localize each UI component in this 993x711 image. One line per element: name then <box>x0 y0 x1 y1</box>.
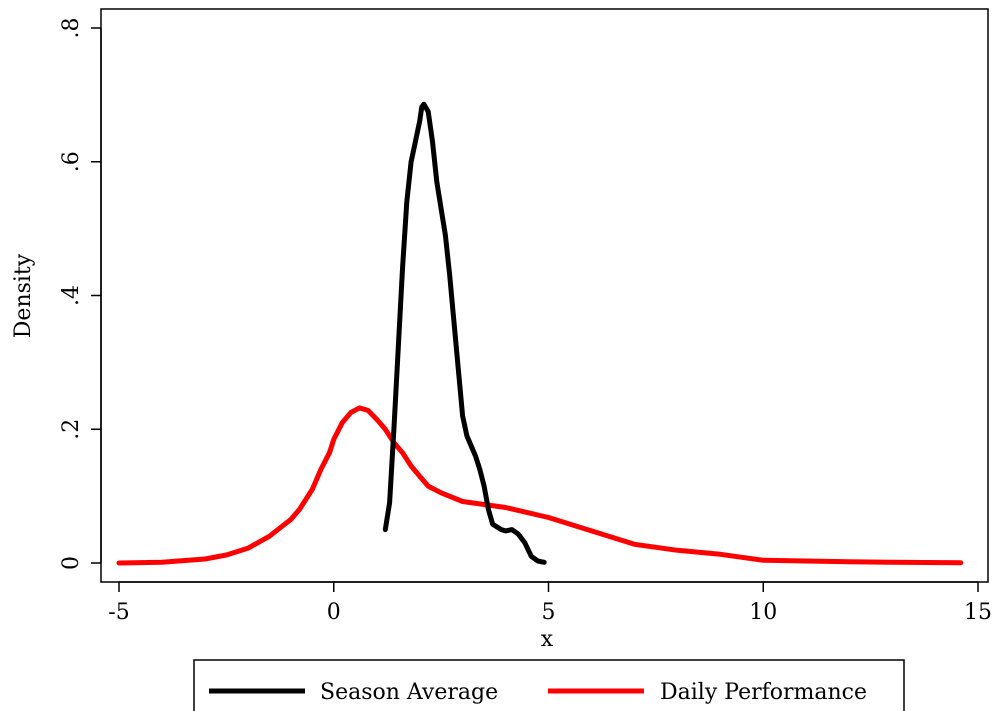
legend-label-daily-performance: Daily Performance <box>660 680 867 705</box>
x-tick-label: 5 <box>542 600 556 625</box>
y-axis-label: Density <box>11 253 36 338</box>
x-axis-label: x <box>541 627 554 652</box>
series-line-daily-performance <box>119 408 961 563</box>
y-ticks: 0 .2 .4 .6 .8 <box>59 18 101 571</box>
y-tick-label: .6 <box>59 151 84 172</box>
y-tick-label: .8 <box>59 18 84 39</box>
legend: Season Average Daily Performance <box>194 660 904 711</box>
x-ticks: -5 0 5 10 15 <box>108 582 992 625</box>
x-tick-label: 0 <box>327 600 341 625</box>
y-tick-label: 0 <box>59 556 84 570</box>
x-tick-label: -5 <box>108 600 129 625</box>
legend-label-season-average: Season Average <box>320 680 498 705</box>
series-layer <box>119 104 961 563</box>
series-line-season-average <box>385 104 544 562</box>
plot-frame <box>101 9 988 582</box>
x-tick-label: 10 <box>749 600 777 625</box>
y-tick-label: .2 <box>59 419 84 440</box>
x-tick-label: 15 <box>964 600 992 625</box>
y-tick-label: .4 <box>59 285 84 306</box>
